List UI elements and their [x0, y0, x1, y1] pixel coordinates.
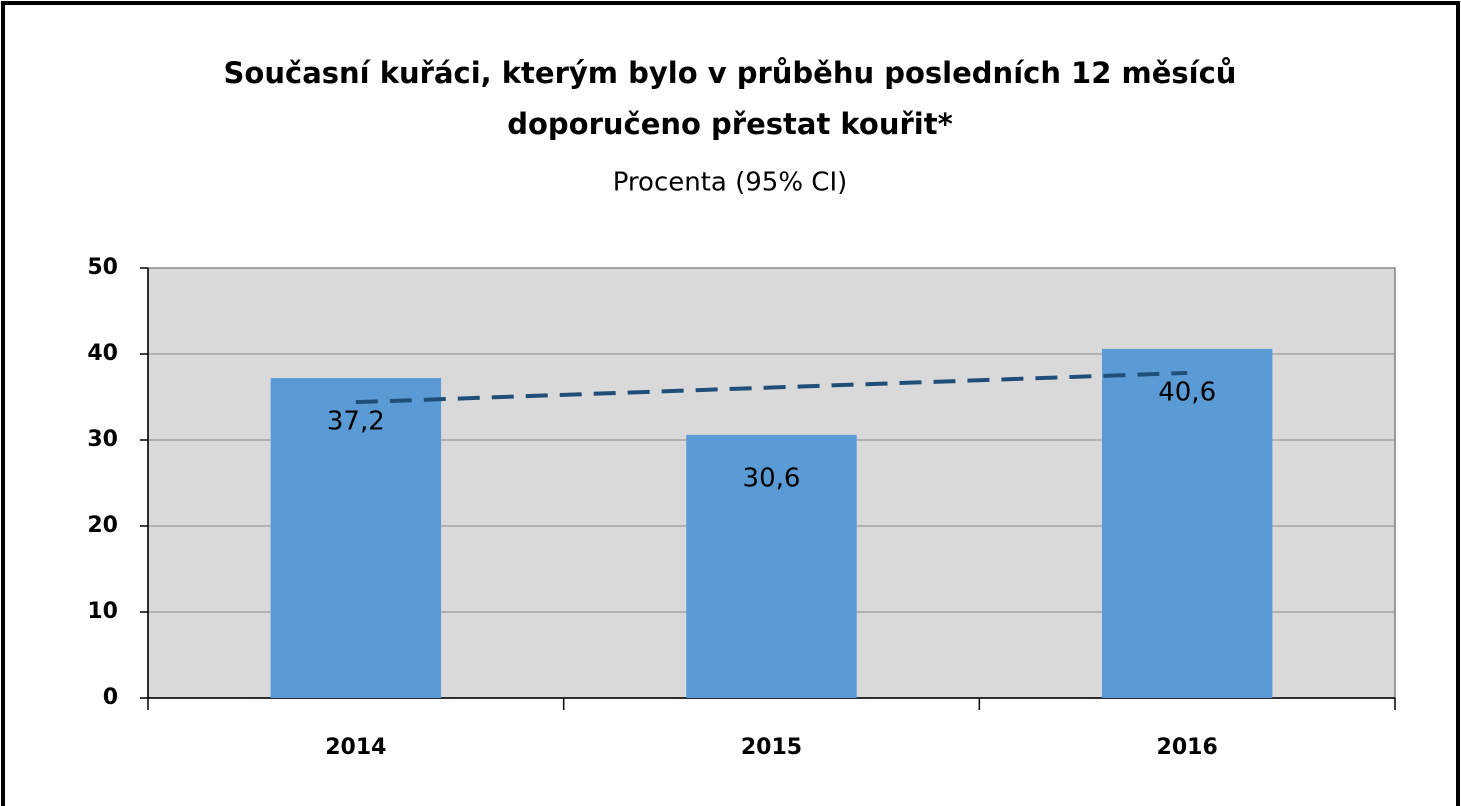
x-tick-label: 2016	[1157, 735, 1218, 760]
x-tick-label: 2015	[741, 735, 802, 760]
y-tick-label: 40	[87, 341, 118, 366]
chart-subtitle: Procenta (95% CI)	[613, 168, 848, 198]
chart-title: doporučeno přestat kouřit*	[507, 107, 953, 141]
y-tick-label: 0	[103, 685, 118, 710]
y-tick-label: 50	[87, 255, 118, 280]
data-label: 30,6	[743, 463, 801, 493]
bar	[270, 378, 442, 698]
chart-title: Současní kuřáci, kterým bylo v průběhu p…	[224, 56, 1237, 90]
bar	[686, 434, 857, 698]
bar	[1101, 348, 1273, 698]
trend-line	[355, 370, 1188, 405]
data-label: 40,6	[1158, 377, 1216, 407]
y-tick-label: 20	[87, 513, 118, 538]
y-tick-label: 30	[87, 427, 118, 452]
y-tick-label: 10	[87, 599, 118, 624]
data-label: 37,2	[327, 407, 385, 437]
x-tick-label: 2014	[325, 735, 386, 760]
